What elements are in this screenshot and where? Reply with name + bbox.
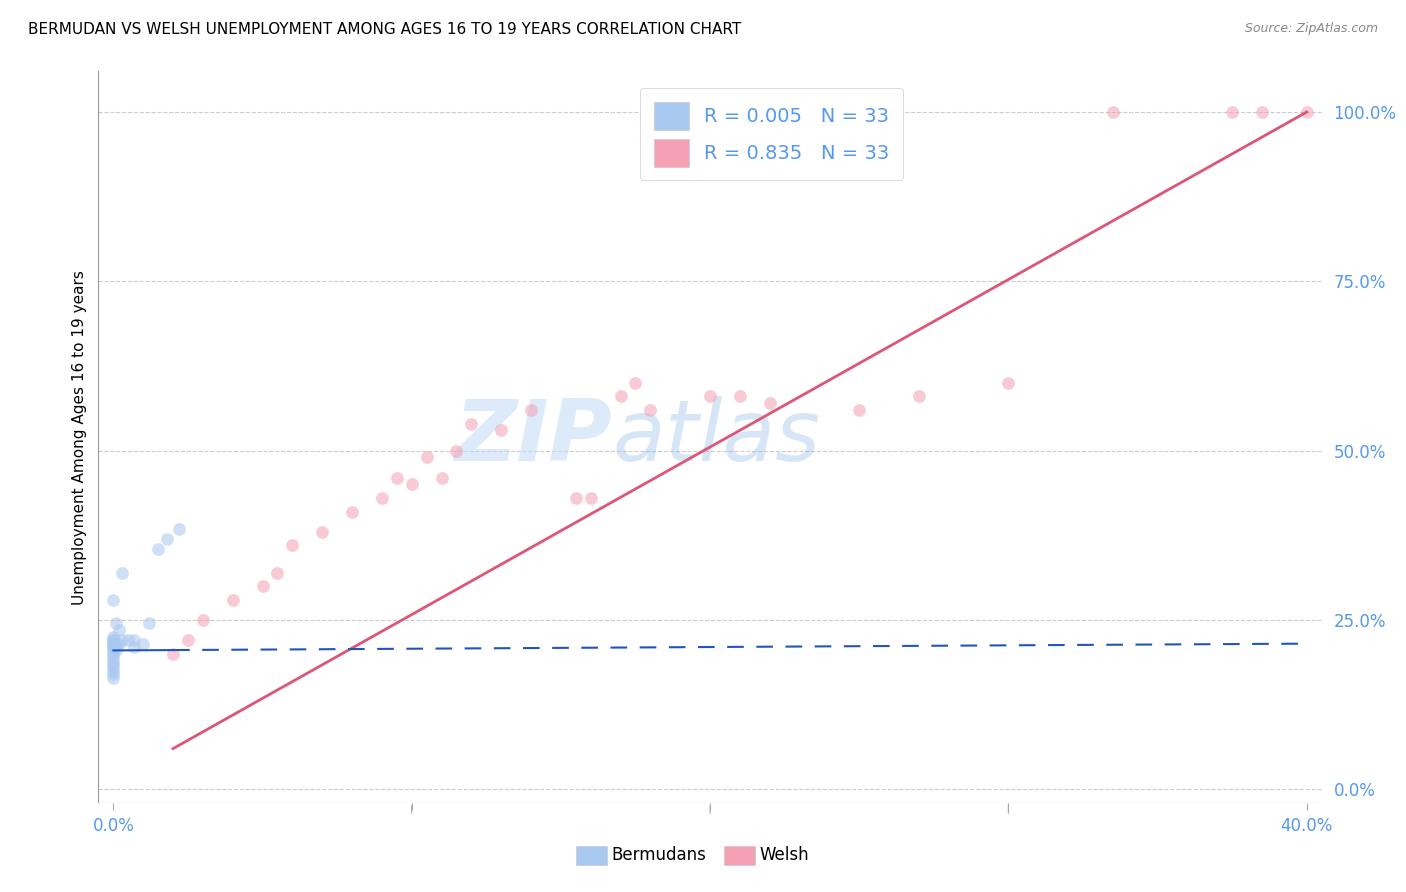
Point — [565, 491, 588, 505]
Point — [103, 640, 125, 654]
Point — [430, 471, 453, 485]
Point — [1101, 105, 1123, 120]
Point — [446, 443, 468, 458]
Point — [1251, 105, 1274, 120]
Point — [111, 566, 134, 580]
Point — [758, 396, 780, 410]
Point — [105, 640, 128, 654]
Point — [252, 579, 274, 593]
Point — [103, 650, 125, 665]
Y-axis label: Unemployment Among Ages 16 to 19 years: Unemployment Among Ages 16 to 19 years — [72, 269, 87, 605]
Point — [103, 592, 125, 607]
Text: Source: ZipAtlas.com: Source: ZipAtlas.com — [1244, 22, 1378, 36]
Point — [103, 633, 125, 648]
Text: BERMUDAN VS WELSH UNEMPLOYMENT AMONG AGES 16 TO 19 YEARS CORRELATION CHART: BERMUDAN VS WELSH UNEMPLOYMENT AMONG AGE… — [28, 22, 741, 37]
Point — [415, 450, 437, 465]
Point — [103, 667, 125, 681]
Point — [640, 403, 662, 417]
Point — [103, 657, 125, 671]
Point — [103, 647, 125, 661]
Point — [191, 613, 214, 627]
Point — [103, 654, 125, 668]
Point — [311, 524, 333, 539]
Point — [281, 538, 304, 552]
Point — [103, 660, 125, 674]
Point — [108, 623, 131, 637]
Point — [105, 643, 128, 657]
Point — [177, 633, 200, 648]
Point — [401, 477, 423, 491]
Point — [108, 637, 131, 651]
Point — [167, 521, 190, 535]
Point — [105, 637, 128, 651]
Point — [105, 616, 128, 631]
Point — [122, 633, 145, 648]
Point — [624, 376, 647, 390]
Point — [266, 566, 288, 580]
Point — [460, 417, 482, 431]
Point — [132, 637, 155, 651]
Point — [609, 389, 631, 403]
Point — [103, 633, 125, 648]
Point — [579, 491, 602, 505]
Point — [103, 671, 125, 685]
Point — [103, 630, 125, 644]
Text: ZIP: ZIP — [454, 395, 612, 479]
Point — [162, 647, 184, 661]
Point — [489, 423, 512, 437]
Point — [117, 633, 139, 648]
Point — [1220, 105, 1243, 120]
Text: Bermudans: Bermudans — [612, 847, 706, 864]
Point — [146, 541, 169, 556]
Point — [699, 389, 721, 403]
Point — [728, 389, 751, 403]
Point — [103, 640, 125, 654]
Text: Welsh: Welsh — [759, 847, 808, 864]
Point — [111, 633, 134, 648]
Point — [221, 592, 243, 607]
Point — [138, 616, 160, 631]
Point — [520, 403, 543, 417]
Point — [997, 376, 1019, 390]
Point — [848, 403, 870, 417]
Point — [340, 505, 363, 519]
Point — [908, 389, 931, 403]
Point — [103, 637, 125, 651]
Legend: R = 0.005   N = 33, R = 0.835   N = 33: R = 0.005 N = 33, R = 0.835 N = 33 — [640, 88, 903, 180]
Point — [1295, 105, 1317, 120]
Point — [103, 664, 125, 678]
Point — [103, 643, 125, 657]
Point — [371, 491, 394, 505]
Text: atlas: atlas — [612, 395, 820, 479]
Point — [385, 471, 408, 485]
Point — [103, 637, 125, 651]
Point — [156, 532, 179, 546]
Point — [122, 640, 145, 654]
